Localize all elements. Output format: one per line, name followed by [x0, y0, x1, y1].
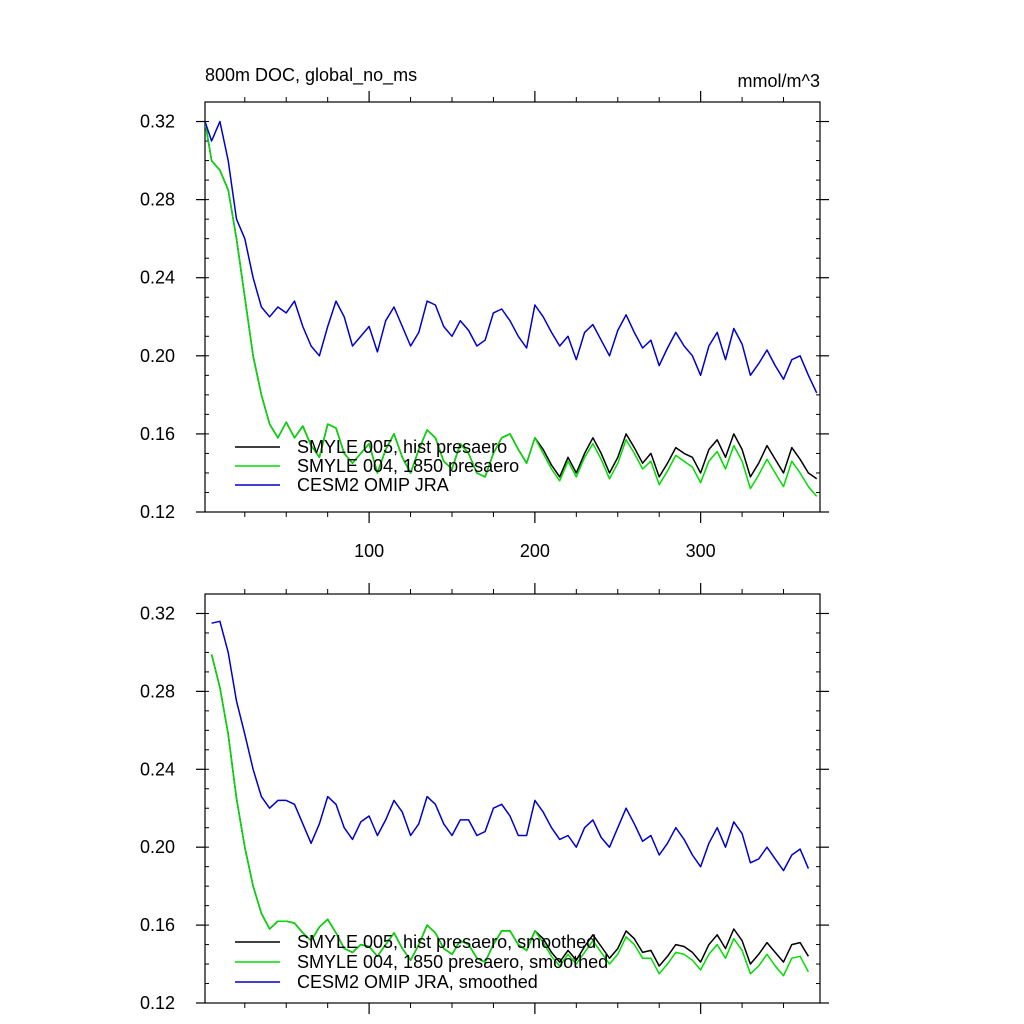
- y-tick-label: 0.16: [140, 915, 175, 935]
- y-tick-label: 0.32: [140, 112, 175, 132]
- series-line-3: [211, 620, 810, 872]
- x-tick-label: 100: [354, 541, 384, 561]
- series-line-2: [210, 654, 810, 977]
- legend-label: SMYLE 004, 1850 presaero, smoothed: [297, 952, 608, 972]
- y-tick-label: 0.12: [140, 993, 175, 1013]
- bottom-panel: 0.12 0.16 0.20 0.24 0.28 0.32 SMYLE 005, hist …: [140, 583, 829, 1014]
- legend-label: SMYLE 004, 1850 presaero: [297, 456, 519, 476]
- y-tick-label: 0.20: [140, 837, 175, 857]
- legend-label: CESM2 OMIP JRA, smoothed: [297, 972, 538, 992]
- x-tick-label: 300: [686, 541, 716, 561]
- legend-label: CESM2 OMIP JRA: [297, 475, 449, 495]
- y-tick-label: 0.32: [140, 603, 175, 623]
- plot-frame: [204, 593, 821, 1004]
- figure-units: mmol/m^3: [738, 71, 820, 91]
- y-tick-label: 0.28: [140, 681, 175, 701]
- legend-label: SMYLE 005, hist presaero, smoothed: [297, 932, 596, 952]
- y-tick-label: 0.16: [140, 424, 175, 444]
- y-tick-label: 0.24: [140, 268, 175, 288]
- plot-frame: [204, 101, 821, 513]
- series-line-3: [205, 120, 818, 394]
- series-line-2: [205, 121, 818, 497]
- x-tick-label: 200: [520, 541, 550, 561]
- figure-title: 800m DOC, global_no_ms: [205, 65, 417, 86]
- legend-label: SMYLE 005, hist presaero: [297, 437, 507, 457]
- y-tick-label: 0.28: [140, 190, 175, 210]
- top-panel: 0.12 0.16 0.20 0.24 0.28 0.32 100 200 300 SMYLE 0…: [140, 91, 829, 561]
- y-tick-label: 0.20: [140, 346, 175, 366]
- y-tick-label: 0.24: [140, 759, 175, 779]
- y-tick-label: 0.12: [140, 502, 175, 522]
